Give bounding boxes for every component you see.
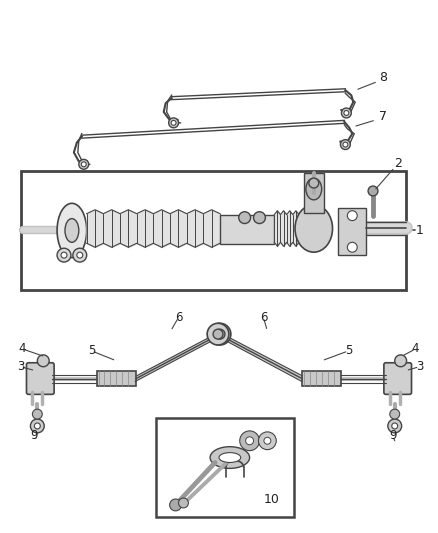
Circle shape xyxy=(213,329,223,339)
Circle shape xyxy=(347,243,357,252)
Circle shape xyxy=(179,498,188,508)
Ellipse shape xyxy=(306,178,321,200)
Bar xyxy=(302,370,342,386)
Circle shape xyxy=(340,140,350,149)
Bar xyxy=(156,418,294,517)
Bar xyxy=(21,171,406,290)
Circle shape xyxy=(239,212,251,223)
Bar xyxy=(304,173,324,213)
Circle shape xyxy=(388,419,402,433)
Circle shape xyxy=(30,419,44,433)
Circle shape xyxy=(57,248,71,262)
Circle shape xyxy=(368,186,378,196)
Circle shape xyxy=(347,211,357,221)
Circle shape xyxy=(392,423,398,429)
Text: 4: 4 xyxy=(19,342,26,356)
Text: 4: 4 xyxy=(412,342,419,356)
Text: 3: 3 xyxy=(416,360,423,373)
Circle shape xyxy=(395,355,406,367)
Ellipse shape xyxy=(295,205,332,252)
Text: 5: 5 xyxy=(88,344,95,358)
Ellipse shape xyxy=(219,453,241,463)
Circle shape xyxy=(344,110,349,116)
Text: 10: 10 xyxy=(263,492,279,505)
Ellipse shape xyxy=(210,447,250,469)
Circle shape xyxy=(170,499,181,511)
Text: 5: 5 xyxy=(345,344,352,358)
Circle shape xyxy=(309,178,319,188)
Circle shape xyxy=(215,329,225,339)
Ellipse shape xyxy=(57,203,87,257)
Circle shape xyxy=(77,252,83,258)
Circle shape xyxy=(61,252,67,258)
Circle shape xyxy=(81,162,86,167)
Text: 2: 2 xyxy=(394,157,402,170)
Bar xyxy=(339,208,366,255)
Text: 7: 7 xyxy=(379,110,387,124)
Text: 6: 6 xyxy=(175,311,182,324)
Text: 3: 3 xyxy=(17,360,24,373)
Circle shape xyxy=(246,437,254,445)
Ellipse shape xyxy=(65,219,79,243)
Circle shape xyxy=(79,159,88,169)
Text: 6: 6 xyxy=(260,311,267,324)
Text: 9: 9 xyxy=(31,429,38,442)
Circle shape xyxy=(390,409,400,419)
Text: 9: 9 xyxy=(389,429,396,442)
Circle shape xyxy=(343,142,348,147)
Circle shape xyxy=(32,409,42,419)
Circle shape xyxy=(264,437,271,444)
Text: 1: 1 xyxy=(416,224,424,237)
Circle shape xyxy=(34,423,40,429)
Circle shape xyxy=(171,120,176,125)
FancyBboxPatch shape xyxy=(26,363,54,394)
Circle shape xyxy=(342,108,351,118)
Circle shape xyxy=(207,324,229,345)
Bar xyxy=(96,370,136,386)
Circle shape xyxy=(240,431,259,450)
Circle shape xyxy=(73,248,87,262)
Bar xyxy=(220,215,274,244)
Circle shape xyxy=(169,118,179,128)
FancyBboxPatch shape xyxy=(384,363,412,394)
Circle shape xyxy=(37,355,49,367)
Circle shape xyxy=(254,212,265,223)
Text: 8: 8 xyxy=(379,71,387,84)
Circle shape xyxy=(209,324,231,345)
Circle shape xyxy=(258,432,276,450)
